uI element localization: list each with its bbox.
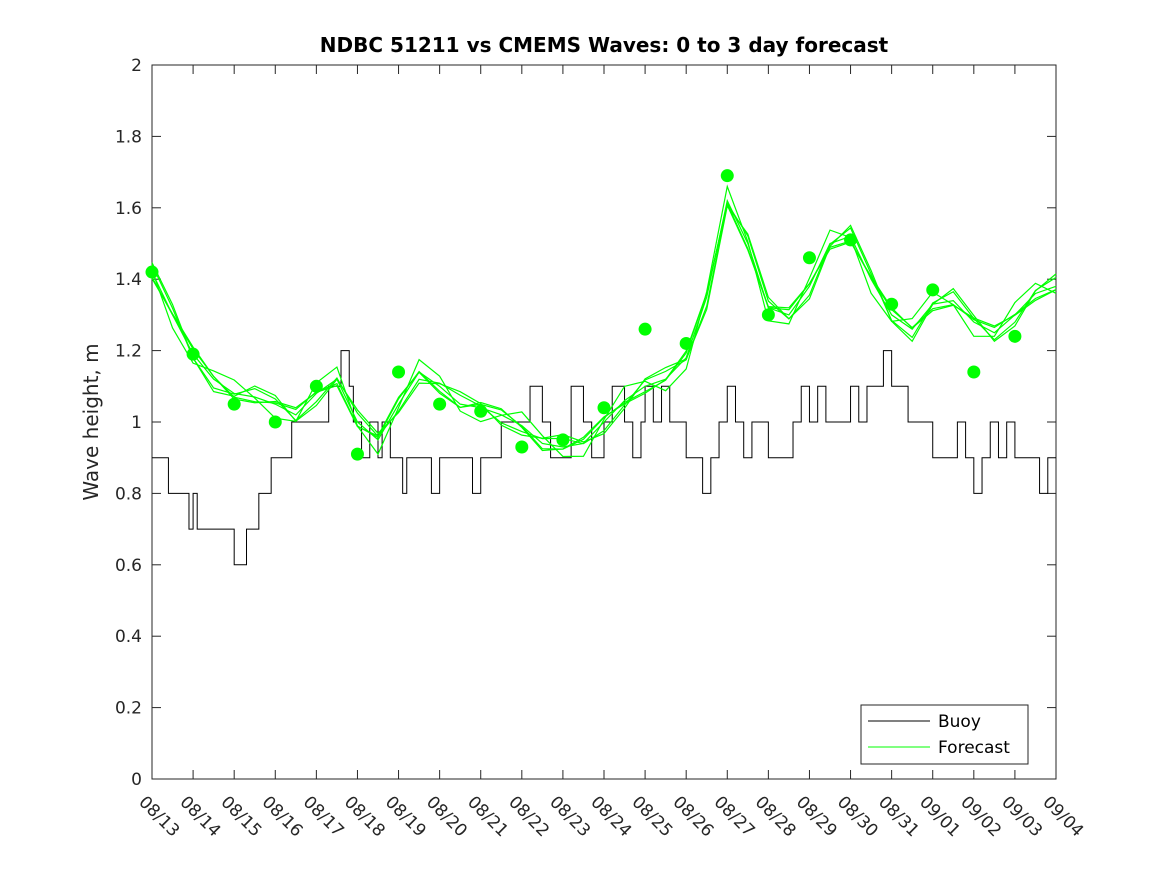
buoy-series <box>152 350 1056 566</box>
forecast-line <box>151 201 1057 450</box>
forecast-marker <box>720 169 734 183</box>
forecast-marker <box>392 365 406 379</box>
forecast-marker <box>926 283 940 297</box>
forecast-marker <box>679 336 693 350</box>
y-axis-label: Wave height, m <box>79 343 103 500</box>
y-tick-label: 2 <box>131 56 142 76</box>
forecast-marker <box>802 251 816 265</box>
forecast-marker <box>268 415 282 429</box>
chart-title: NDBC 51211 vs CMEMS Waves: 0 to 3 day fo… <box>320 33 889 57</box>
forecast-marker <box>145 265 159 279</box>
forecast-marker <box>967 365 981 379</box>
legend-box <box>860 704 1029 765</box>
y-tick-label: 0 <box>131 770 142 790</box>
legend: Buoy Forecast <box>860 704 1029 765</box>
forecast-line <box>151 204 1057 443</box>
forecast-marker <box>515 440 529 454</box>
forecast-marker <box>433 397 447 411</box>
forecast-series <box>151 184 1057 458</box>
y-tick-label: 1.6 <box>115 199 142 219</box>
forecast-marker <box>761 308 775 322</box>
forecast-marker <box>474 404 488 418</box>
forecast-marker <box>885 297 899 311</box>
buoy-line <box>152 350 1056 566</box>
y-tick-label: 1.2 <box>115 342 142 362</box>
y-tick-label: 0.4 <box>115 627 142 647</box>
y-tick-label: 0.8 <box>115 484 142 504</box>
legend-buoy-label: Buoy <box>938 712 981 732</box>
forecast-line <box>151 184 1057 458</box>
forecast-marker <box>1008 329 1022 343</box>
y-tick-label: 1.8 <box>115 127 142 147</box>
forecast-marker <box>556 433 570 447</box>
forecast-markers <box>145 169 1022 461</box>
forecast-marker <box>350 447 364 461</box>
forecast-marker <box>227 397 241 411</box>
forecast-line <box>151 201 1057 445</box>
forecast-marker <box>186 347 200 361</box>
y-tick-label: 0.2 <box>115 699 142 719</box>
forecast-marker <box>597 401 611 415</box>
forecast-marker <box>638 322 652 336</box>
legend-forecast-label: Forecast <box>938 738 1010 758</box>
y-tick-label: 1 <box>131 413 142 433</box>
forecast-marker <box>844 233 858 247</box>
y-tick-label: 0.6 <box>115 556 142 576</box>
forecast-marker <box>309 379 323 393</box>
y-tick-label: 1.4 <box>115 270 142 290</box>
